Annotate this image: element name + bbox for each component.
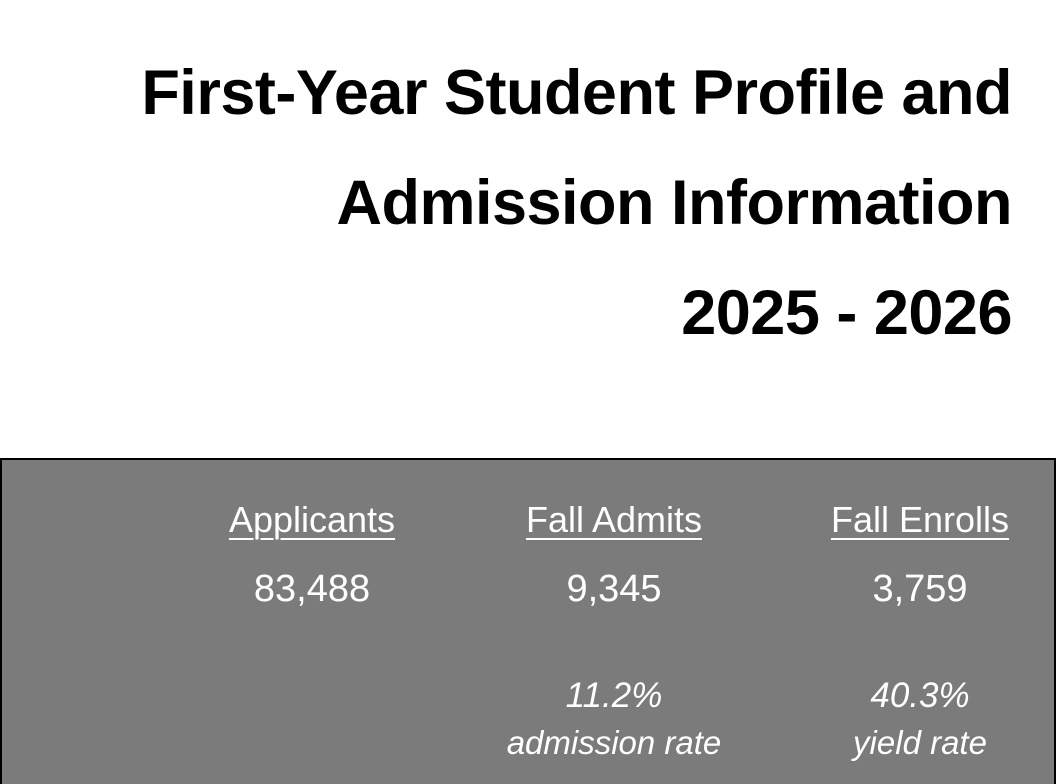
fall-enrolls-column: Fall Enrolls 3,759 40.3% yield rate	[810, 460, 1030, 784]
page-title: First-Year Student Profile and Admission…	[141, 38, 1012, 368]
fall-enrolls-label: Fall Enrolls	[830, 499, 1010, 540]
admission-rate-label: admission rate	[506, 724, 722, 761]
applicants-label: Applicants	[228, 499, 396, 540]
title-line-2: Admission Information	[336, 168, 1012, 238]
yield-rate-label: yield rate	[853, 724, 987, 761]
fall-admits-column: Fall Admits 9,345 11.2% admission rate	[504, 460, 724, 784]
yield-rate-value: 40.3%	[870, 676, 970, 715]
applicants-value: 83,488	[253, 568, 371, 610]
admission-rate-value: 11.2%	[565, 676, 663, 715]
title-year: 2025 - 2026	[681, 278, 1012, 348]
fall-admits-value: 9,345	[566, 568, 662, 610]
fall-admits-label: Fall Admits	[525, 499, 703, 540]
title-line-1: First-Year Student Profile and	[141, 58, 1012, 128]
fall-enrolls-value: 3,759	[872, 568, 968, 610]
admission-stats-panel: Applicants 83,488 Fall Admits 9,345 11.2…	[0, 458, 1056, 784]
applicants-column: Applicants 83,488	[212, 460, 412, 784]
